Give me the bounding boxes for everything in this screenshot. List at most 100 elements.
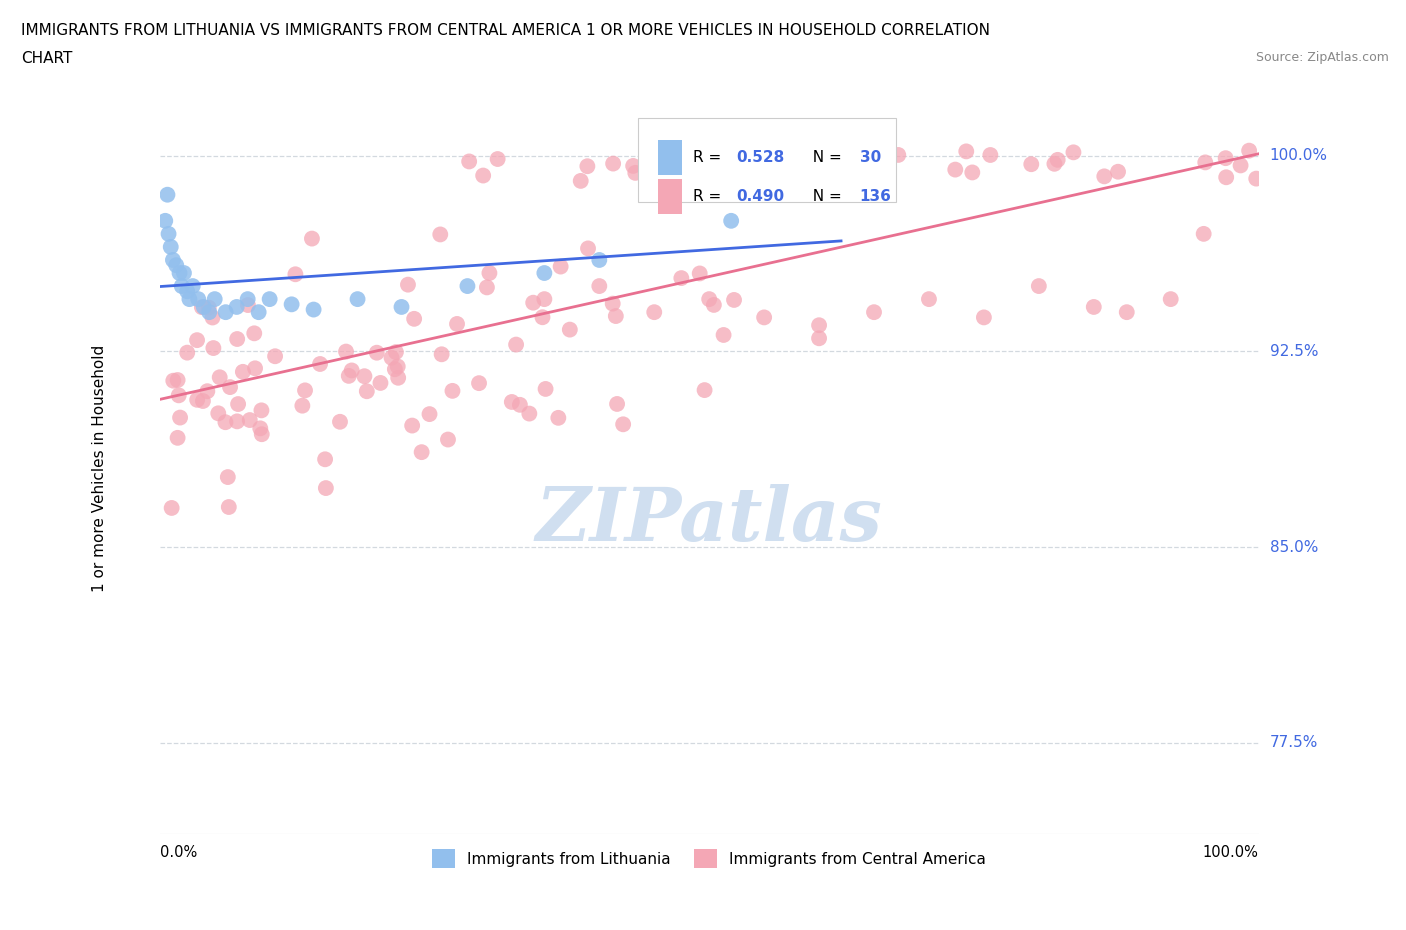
Point	[337, 368, 360, 383]
Point	[509, 397, 531, 412]
Point	[713, 327, 735, 342]
Point	[335, 344, 357, 359]
Point	[186, 392, 208, 407]
Point	[1062, 145, 1084, 160]
Point	[264, 349, 287, 364]
Point	[346, 292, 368, 307]
Point	[765, 145, 787, 160]
Point	[195, 384, 218, 399]
Point	[973, 310, 995, 325]
Point	[662, 168, 685, 183]
Point	[808, 331, 831, 346]
Point	[918, 292, 941, 307]
Point	[1043, 156, 1066, 171]
Point	[863, 305, 886, 320]
Text: ZIPatlas: ZIPatlas	[536, 484, 883, 556]
Point	[624, 166, 647, 180]
Point	[370, 376, 392, 391]
Point	[887, 148, 910, 163]
Point	[219, 379, 242, 394]
Point	[1028, 279, 1050, 294]
Point	[478, 266, 501, 281]
Point	[218, 499, 240, 514]
Point	[1019, 157, 1042, 172]
Point	[193, 299, 215, 314]
Point	[329, 415, 352, 430]
Point	[588, 279, 610, 294]
Point	[225, 299, 247, 314]
Text: 1 or more Vehicles in Household: 1 or more Vehicles in Household	[91, 345, 107, 592]
Point	[558, 322, 581, 337]
Point	[517, 406, 540, 421]
Point	[226, 332, 249, 347]
Point	[456, 279, 478, 294]
Point	[170, 279, 193, 294]
Point	[401, 418, 423, 433]
Point	[671, 271, 693, 286]
Text: 136: 136	[859, 190, 891, 205]
Point	[522, 295, 544, 310]
Point	[1107, 165, 1129, 179]
Point	[294, 383, 316, 398]
Point	[226, 414, 249, 429]
Point	[1229, 158, 1251, 173]
Point	[505, 338, 527, 352]
Point	[169, 266, 191, 281]
Point	[243, 326, 266, 340]
Bar	[658, 179, 682, 215]
Point	[181, 279, 204, 294]
Point	[280, 297, 302, 312]
Point	[309, 356, 332, 371]
Point	[159, 240, 181, 255]
Point	[673, 146, 696, 161]
Point	[429, 227, 451, 242]
Point	[179, 292, 201, 307]
Point	[191, 393, 214, 408]
Point	[458, 154, 481, 169]
Point	[643, 305, 665, 320]
Point	[239, 413, 262, 428]
Point	[169, 410, 191, 425]
Point	[385, 345, 408, 360]
Text: N =: N =	[803, 190, 846, 205]
Point	[207, 405, 229, 420]
Point	[547, 410, 569, 425]
Text: Source: ZipAtlas.com: Source: ZipAtlas.com	[1256, 51, 1389, 64]
Point	[202, 340, 225, 355]
Text: R =: R =	[693, 150, 725, 165]
Text: 77.5%: 77.5%	[1270, 736, 1317, 751]
Point	[314, 452, 336, 467]
Point	[569, 174, 592, 189]
Point	[396, 277, 419, 292]
Point	[226, 396, 249, 411]
Point	[689, 266, 711, 281]
FancyBboxPatch shape	[638, 118, 896, 202]
Point	[191, 299, 214, 314]
Point	[156, 187, 179, 202]
Point	[501, 394, 523, 409]
Point	[384, 362, 406, 377]
Point	[745, 163, 768, 178]
Point	[602, 296, 624, 311]
Point	[703, 298, 725, 312]
Point	[187, 292, 209, 307]
Point	[437, 432, 460, 447]
Point	[1215, 170, 1237, 185]
Point	[250, 403, 273, 418]
Point	[1160, 292, 1182, 307]
Point	[315, 481, 337, 496]
Point	[173, 266, 195, 281]
Point	[166, 431, 188, 445]
Text: 100.0%: 100.0%	[1202, 844, 1258, 859]
Point	[214, 415, 236, 430]
Point	[201, 310, 224, 325]
Text: 30: 30	[859, 150, 882, 165]
Point	[606, 396, 628, 411]
Point	[955, 144, 977, 159]
Point	[387, 370, 409, 385]
Point	[353, 369, 375, 384]
Point	[155, 213, 177, 228]
Bar	[658, 140, 682, 175]
Point	[1215, 151, 1237, 166]
Point	[531, 310, 554, 325]
